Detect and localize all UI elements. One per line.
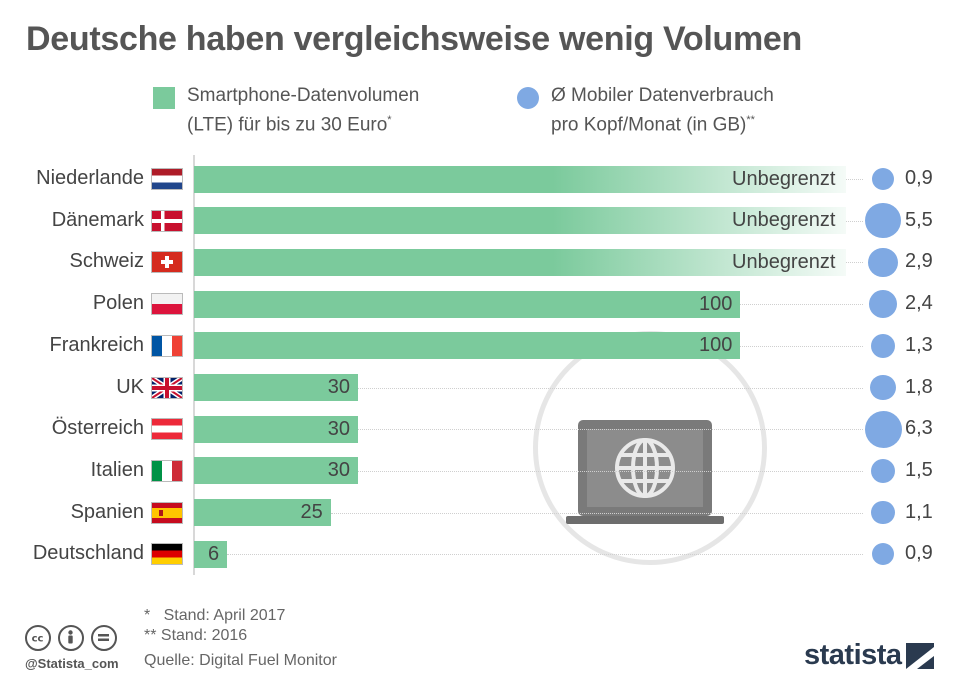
data-usage-value: 0,9 [905, 542, 933, 565]
flag-switzerland-icon [151, 251, 183, 274]
row-guide-line [846, 179, 863, 180]
row-guide-line [740, 304, 863, 306]
statista-logo-icon [906, 643, 934, 669]
chart-title: Deutsche haben vergleichsweise wenig Vol… [26, 20, 802, 58]
legend-label-line2: pro Kopf/Monat (in GB) [551, 114, 747, 136]
data-volume-value: 30 [327, 376, 351, 398]
data-usage-circle [871, 167, 895, 191]
data-volume-value: 25 [300, 501, 323, 524]
data-volume-value: 30 [327, 417, 351, 440]
flag-spain-icon [151, 501, 183, 524]
legend-label-line2: (LTE) für bis zu 30 Euro [187, 114, 388, 136]
laptop-globe-icon [566, 420, 724, 524]
data-volume-value: 6 [208, 542, 220, 565]
country-label: Niederlande [36, 167, 144, 189]
country-label: Frankreich [49, 333, 144, 356]
flag-netherlands-icon [151, 168, 183, 190]
data-volume-bar [194, 415, 358, 443]
flag-poland-icon [151, 293, 183, 316]
row-guide-line [846, 262, 863, 264]
data-usage-circle [870, 458, 896, 484]
data-volume-bar [194, 374, 358, 401]
row-guide-line [357, 470, 863, 472]
legend-label-line1: Ø Mobiler Datenverbrauch [551, 85, 774, 106]
data-volume-bar [194, 165, 846, 193]
data-volume-bar [194, 540, 227, 568]
data-usage-value: 2,9 [905, 250, 933, 273]
legend-dot-blue [517, 87, 539, 109]
country-label: Schweiz [69, 250, 144, 273]
country-label: UK [116, 375, 144, 398]
footnote-1: * Stand: April 2017 [144, 607, 286, 624]
row-guide-line [846, 220, 863, 222]
data-volume-value: Unbegrenzt [732, 167, 836, 190]
statista-handle: @Statista_com [25, 656, 119, 671]
legend-swatch-green [153, 87, 175, 109]
data-volume-bar [194, 248, 846, 276]
data-volume-value: 100 [699, 334, 733, 357]
data-usage-circle [871, 333, 895, 358]
flag-italy-icon [151, 459, 183, 482]
data-usage-value: 1,1 [905, 500, 933, 523]
country-label: Deutschland [32, 542, 144, 565]
data-volume-bar [194, 457, 358, 485]
flag-denmark-icon [151, 209, 183, 232]
svg-text:cc: cc [32, 634, 44, 645]
data-usage-value: 1,8 [905, 375, 933, 398]
data-volume-value: Unbegrenzt [732, 209, 836, 232]
data-usage-circle [871, 543, 895, 566]
statista-logo-text[interactable]: statista [804, 639, 902, 671]
row-guide-line [330, 512, 863, 514]
country-label: Österreich [51, 417, 144, 440]
data-usage-value: 1,5 [905, 458, 933, 481]
flag-austria-icon [151, 418, 183, 441]
legend-item-datenverbrauch: Ø Mobiler Datenverbrauch pro Kopf/Monat … [517, 84, 774, 137]
row-guide-line [740, 345, 863, 347]
country-label: Spanien [70, 500, 144, 523]
flag-germany-icon [151, 543, 183, 566]
data-usage-circle [869, 290, 897, 318]
data-volume-bar [194, 332, 740, 360]
data-volume-bar [194, 290, 740, 318]
legend-footnote-mark: * [387, 114, 392, 126]
data-usage-value: 5,5 [905, 208, 933, 231]
data-usage-circle [871, 501, 895, 525]
country-label: Dänemark [51, 208, 144, 231]
row-guide-line [357, 429, 863, 431]
legend-item-datenvolumen: Smartphone-Datenvolumen (LTE) für bis zu… [153, 84, 419, 137]
data-usage-circle [865, 202, 901, 239]
flag-uk-icon [151, 376, 183, 399]
data-usage-value: 2,4 [905, 292, 933, 315]
flag-france-icon [151, 334, 183, 357]
data-volume-value: 100 [699, 292, 733, 315]
data-usage-value: 6,3 [905, 417, 933, 440]
attribution-icon [58, 625, 84, 651]
country-label: Polen [92, 292, 144, 315]
source-note: Quelle: Digital Fuel Monitor [144, 652, 337, 669]
legend-footnote-mark: ** [746, 114, 755, 126]
country-label: Italien [90, 458, 144, 481]
laptop-illustration [533, 331, 767, 565]
chart-axis [193, 155, 195, 575]
data-usage-value: 1,3 [905, 333, 933, 356]
data-usage-circle [868, 247, 898, 278]
data-volume-value: Unbegrenzt [732, 250, 836, 273]
data-volume-bar [194, 499, 331, 527]
row-guide-line [226, 554, 863, 556]
no-derivatives-icon [91, 625, 117, 651]
data-usage-value: 0,9 [905, 167, 933, 189]
data-usage-circle [864, 410, 902, 448]
footnote-2: ** Stand: 2016 [144, 627, 248, 644]
data-usage-circle [870, 374, 896, 401]
data-volume-value: 30 [327, 459, 351, 482]
legend-label-line1: Smartphone-Datenvolumen [187, 85, 420, 106]
data-volume-bar [194, 207, 846, 235]
creative-commons-icon: cc [25, 625, 51, 651]
row-guide-line [357, 387, 863, 389]
